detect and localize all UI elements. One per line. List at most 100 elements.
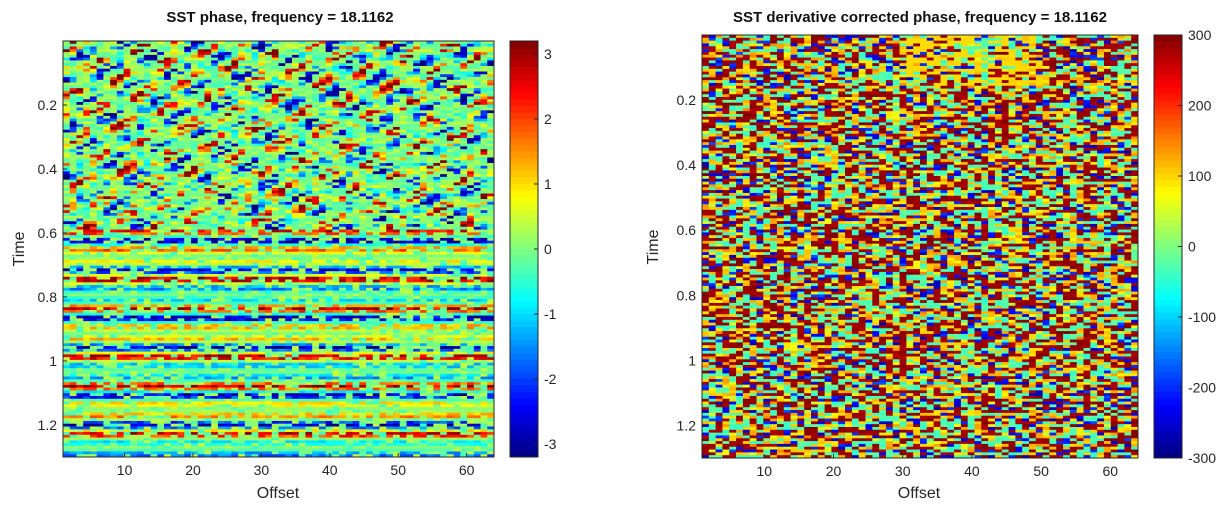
heatmap-cell-0 (460, 124, 468, 128)
heatmap-cell-0 (157, 215, 165, 219)
heatmap-cell-0 (386, 171, 394, 175)
heatmap-cell-0 (332, 71, 340, 75)
heatmap-cell-0 (143, 199, 151, 203)
heatmap-cell-0 (332, 110, 340, 114)
heatmap-cell-0 (170, 49, 178, 53)
heatmap-cell-0 (130, 157, 138, 161)
heatmap-cell-0 (69, 240, 77, 244)
heatmap-cell-0 (312, 146, 320, 150)
heatmap-cell-0 (480, 176, 488, 181)
heatmap-cell-0 (325, 171, 333, 175)
heatmap-cell-0 (204, 246, 212, 250)
heatmap-cell-0 (103, 168, 111, 172)
heatmap-cell-0 (359, 249, 367, 253)
heatmap-cell-0 (224, 160, 232, 164)
heatmap-cell-0 (413, 171, 421, 175)
heatmap-cell-0 (258, 146, 266, 150)
heatmap-cell-0 (231, 185, 239, 189)
heatmap-cell-0 (110, 232, 118, 236)
heatmap-cell-0 (413, 71, 421, 75)
heatmap-cell-0 (487, 249, 495, 253)
heatmap-cell-0 (379, 113, 387, 117)
heatmap-cell-0 (339, 90, 347, 95)
heatmap-cell-0 (197, 110, 205, 114)
heatmap-cell-0 (258, 157, 266, 161)
heatmap-cell-0 (433, 49, 441, 53)
heatmap-cell-0 (96, 185, 104, 189)
heatmap-cell-0 (96, 85, 104, 89)
heatmap-cell-0 (184, 46, 192, 50)
heatmap-cell-0 (150, 52, 158, 56)
heatmap-cell-0 (325, 41, 333, 45)
heatmap-cell-0 (251, 199, 259, 203)
heatmap-cell-0 (96, 124, 104, 128)
heatmap-cell-0 (318, 43, 327, 47)
heatmap-cell-0 (63, 254, 71, 258)
heatmap-cell-0 (123, 207, 131, 211)
heatmap-cell-0 (352, 196, 360, 200)
heatmap-cell-0 (116, 190, 125, 194)
heatmap-cell-0 (103, 182, 111, 186)
heatmap-cell-0 (103, 240, 111, 244)
heatmap-cell-0 (110, 102, 118, 106)
heatmap-cell-0 (305, 121, 313, 125)
heatmap-cell-0 (96, 229, 104, 233)
heatmap-cell-0 (467, 104, 475, 108)
heatmap-cell-0 (137, 193, 145, 197)
heatmap-cell-0 (224, 235, 232, 239)
heatmap-cell-0 (150, 251, 158, 255)
heatmap-cell-0 (467, 121, 475, 125)
heatmap-cell-0 (63, 79, 71, 83)
heatmap-cell-0 (123, 93, 131, 97)
heatmap-cell-0 (480, 249, 488, 253)
heatmap-cell-0 (211, 43, 219, 47)
heatmap-cell-0 (453, 215, 461, 219)
heatmap-cell-0 (325, 215, 333, 219)
heatmap-cell-0 (359, 204, 367, 208)
heatmap-cell-0 (197, 82, 205, 86)
heatmap-cell-0 (150, 140, 158, 145)
heatmap-cell-0 (332, 193, 340, 197)
heatmap-cell-0 (298, 135, 306, 139)
heatmap-cell-0 (76, 235, 84, 239)
heatmap-cell-0 (440, 179, 448, 183)
heatmap-cell-0 (177, 185, 185, 189)
heatmap-cell-0 (184, 104, 192, 108)
heatmap-cell-0 (366, 168, 374, 172)
heatmap-cell-0 (487, 232, 495, 236)
heatmap-cell-0 (406, 60, 414, 64)
heatmap-cell-0 (110, 65, 118, 70)
heatmap-cell-0 (83, 146, 91, 150)
heatmap-cell-0 (440, 243, 448, 247)
heatmap-cell-0 (325, 235, 333, 239)
heatmap-cell-0 (96, 190, 104, 194)
heatmap-cell-0 (467, 224, 475, 228)
heatmap-cell-0 (217, 74, 226, 78)
heatmap-cell-0 (278, 88, 286, 92)
heatmap-cell-0 (473, 151, 481, 156)
heatmap-cell-0 (177, 246, 185, 250)
heatmap-cell-0 (170, 85, 178, 89)
heatmap-cell-0 (83, 135, 91, 139)
heatmap-cell-0 (339, 251, 347, 255)
heatmap-cell-0 (76, 79, 84, 83)
heatmap-cell-0 (116, 79, 125, 83)
heatmap-cell-0 (413, 243, 421, 247)
heatmap-cell-0 (345, 235, 353, 239)
heatmap-cell-0 (359, 88, 367, 92)
heatmap-cell-0 (325, 204, 333, 208)
heatmap-cell-0 (238, 254, 246, 258)
heatmap-cell-0 (258, 115, 266, 120)
heatmap-cell-0 (312, 102, 320, 106)
heatmap-cell-0 (332, 82, 340, 86)
heatmap-cell-0 (69, 193, 77, 197)
heatmap-cell-0 (399, 176, 407, 181)
heatmap-cell-0 (137, 212, 145, 217)
heatmap-cell-0 (211, 135, 219, 139)
heatmap-cell-0 (123, 243, 131, 247)
heatmap-cell-0 (352, 57, 360, 61)
heatmap-cell-0 (372, 246, 380, 250)
heatmap-cell-0 (258, 138, 266, 142)
heatmap-cell-0 (366, 96, 374, 100)
heatmap-cell-0 (150, 240, 158, 244)
